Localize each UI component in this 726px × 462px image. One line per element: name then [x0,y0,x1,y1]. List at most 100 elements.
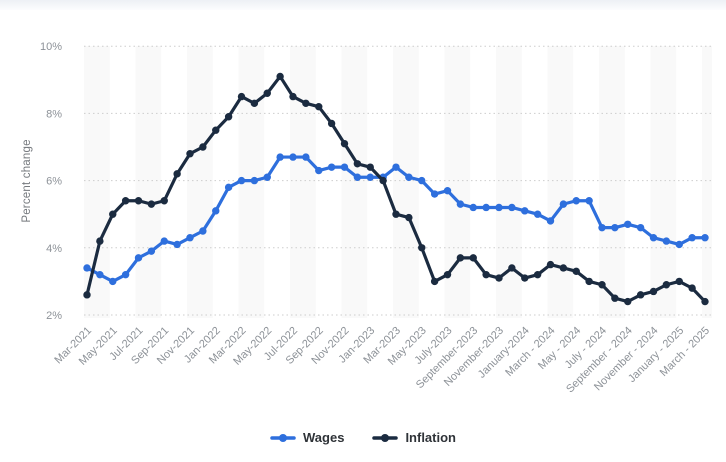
wages-point[interactable] [482,203,490,212]
inflation-point[interactable] [392,210,400,218]
wages-point[interactable] [276,153,284,161]
wages-point[interactable] [237,176,246,185]
inflation-point[interactable] [443,270,452,279]
inflation-point[interactable] [353,160,362,168]
wages-point[interactable] [366,173,374,181]
wages-point[interactable] [701,234,709,242]
wages-point[interactable] [224,183,233,192]
wages-point[interactable] [263,173,271,181]
wages-point[interactable] [469,203,477,212]
wages-point[interactable] [392,163,400,171]
wages-point[interactable] [456,200,465,208]
wages-point[interactable] [160,237,168,245]
inflation-point[interactable] [186,150,194,158]
inflation-point[interactable] [636,291,645,299]
wages-point[interactable] [173,240,181,249]
inflation-point[interactable] [508,264,516,272]
inflation-point[interactable] [327,119,336,128]
inflation-point[interactable] [109,210,117,218]
wages-point[interactable] [443,186,452,195]
inflation-point[interactable] [237,92,246,101]
inflation-point[interactable] [624,297,632,306]
inflation-point[interactable] [289,92,297,101]
inflation-point[interactable] [688,284,696,292]
inflation-point[interactable] [173,170,181,178]
wages-point[interactable] [109,277,117,286]
wages-point[interactable] [624,220,632,228]
wages-point[interactable] [572,197,580,205]
inflation-point[interactable] [598,281,606,289]
wages-point[interactable] [418,176,426,185]
wages-point[interactable] [675,240,683,249]
wages-point[interactable] [212,207,220,215]
inflation-point[interactable] [572,267,580,276]
inflation-point[interactable] [276,72,284,81]
inflation-point[interactable] [212,126,220,134]
inflation-point[interactable] [662,281,671,289]
inflation-point[interactable] [147,200,156,208]
wages-point[interactable] [430,190,439,198]
wages-point[interactable] [495,203,503,212]
wages-point[interactable] [688,234,696,242]
inflation-point[interactable] [224,113,233,121]
wages-point[interactable] [121,270,130,279]
wages-point[interactable] [250,176,259,185]
inflation-point[interactable] [405,213,413,222]
inflation-point[interactable] [611,294,619,302]
wages-point[interactable] [598,223,606,232]
wages-point[interactable] [134,254,143,262]
inflation-point[interactable] [366,163,374,171]
inflation-point[interactable] [315,102,323,111]
legend-item-inflation[interactable]: Inflation [372,430,456,445]
inflation-point[interactable] [521,274,529,282]
series-layer[interactable] [83,72,709,306]
inflation-point[interactable] [302,99,310,108]
inflation-point[interactable] [649,287,658,296]
inflation-point[interactable] [340,139,349,148]
wages-point[interactable] [521,207,529,215]
wages-point[interactable] [340,163,349,171]
wages-point[interactable] [186,234,194,242]
inflation-point[interactable] [418,244,426,252]
wages-point[interactable] [585,197,593,205]
inflation-point[interactable] [701,297,709,306]
inflation-point[interactable] [83,291,91,299]
wages-point[interactable] [327,163,336,171]
wages-point[interactable] [636,223,645,232]
inflation-point[interactable] [495,274,503,282]
wages-point[interactable] [147,247,156,255]
inflation-point[interactable] [469,254,477,262]
wages-point[interactable] [405,173,413,181]
wages-point[interactable] [96,270,104,279]
wages-point[interactable] [559,200,568,208]
wages-point[interactable] [289,153,297,161]
wages-point[interactable] [315,166,323,175]
wages-point[interactable] [353,173,362,181]
wages-point[interactable] [649,234,658,242]
wages-point[interactable] [611,223,619,232]
wages-point[interactable] [83,264,91,272]
inflation-point[interactable] [199,143,207,151]
legend-item-wages[interactable]: Wages [270,430,344,445]
inflation-point[interactable] [379,176,387,185]
inflation-point[interactable] [134,197,143,205]
wages-point[interactable] [508,203,516,212]
wages-point[interactable] [662,237,671,245]
inflation-point[interactable] [121,197,130,205]
wages-point[interactable] [546,217,555,225]
inflation-point[interactable] [456,254,465,262]
inflation-point[interactable] [482,270,490,279]
inflation-point[interactable] [559,264,568,272]
wages-point[interactable] [533,210,542,218]
inflation-point[interactable] [585,277,593,286]
inflation-point[interactable] [263,89,271,97]
inflation-point[interactable] [533,270,542,279]
inflation-point[interactable] [546,260,555,269]
inflation-point[interactable] [675,277,683,286]
inflation-point[interactable] [96,237,104,245]
inflation-point[interactable] [160,197,168,205]
wages-point[interactable] [199,227,207,235]
inflation-point[interactable] [250,99,259,108]
inflation-point[interactable] [430,277,439,286]
wages-point[interactable] [302,153,310,161]
